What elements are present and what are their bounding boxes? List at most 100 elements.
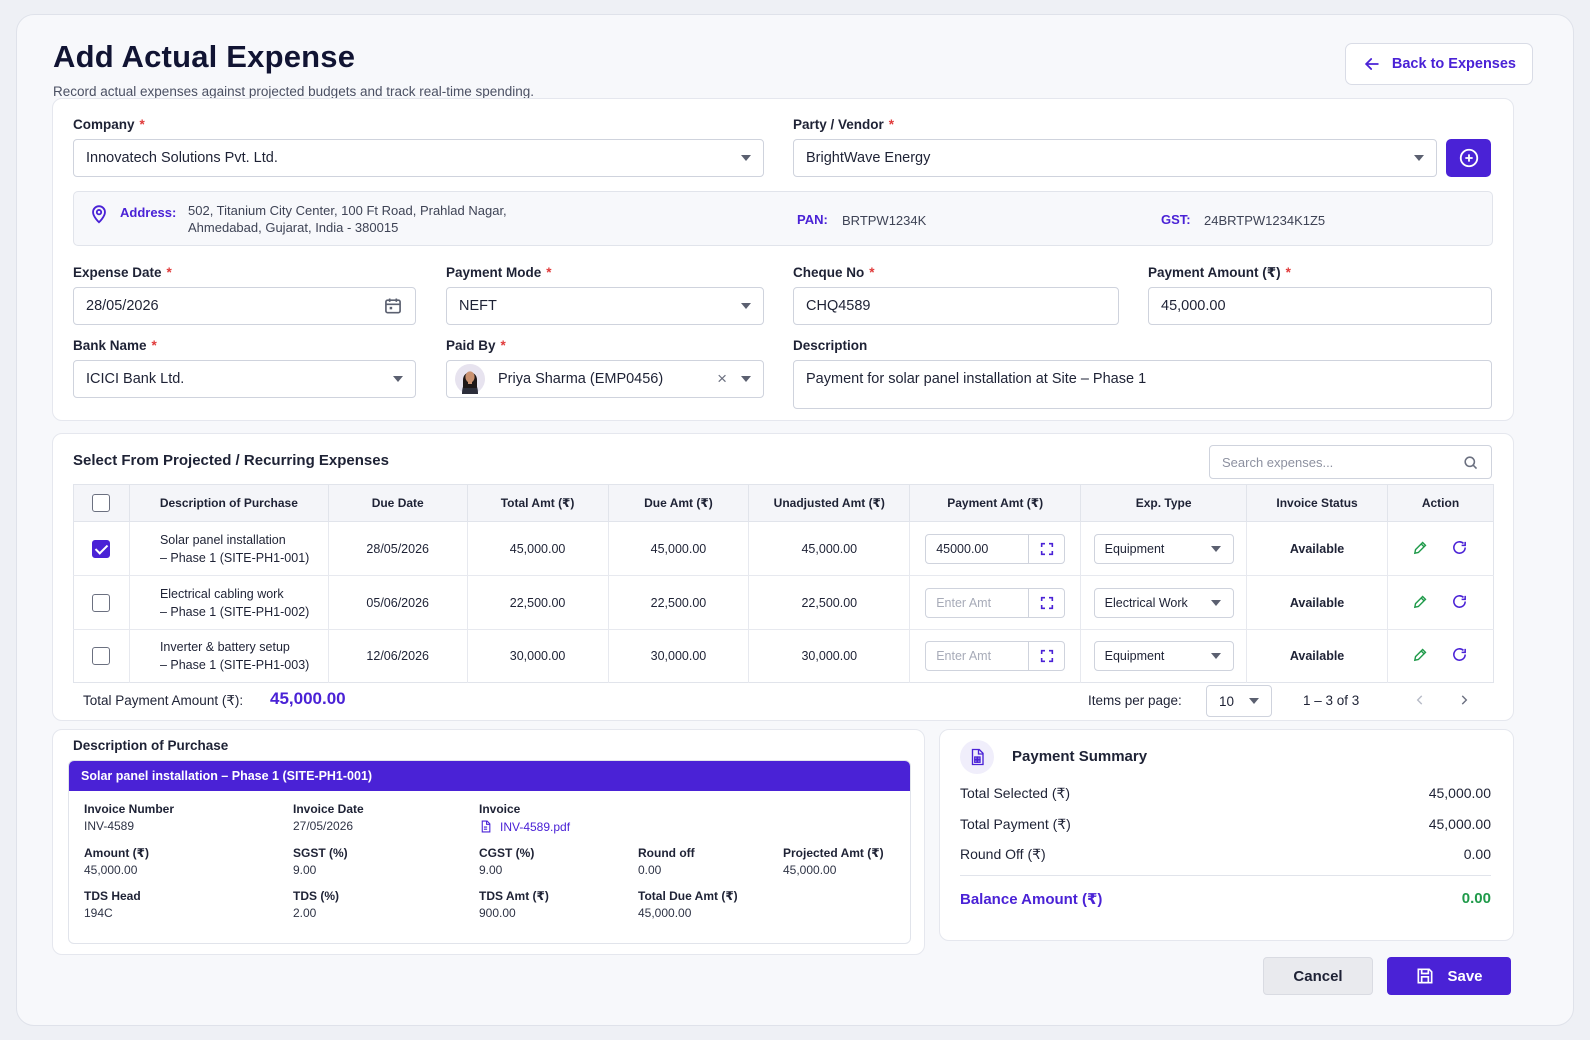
paid-by-select[interactable]: Priya Sharma (EMP0456) × [446, 360, 764, 398]
row-unadjusted: 30,000.00 [748, 629, 911, 683]
clear-icon[interactable]: × [717, 369, 727, 388]
expand-icon[interactable] [1028, 588, 1064, 617]
exp-type-value: Electrical Work [1104, 595, 1188, 610]
payment-amt-input[interactable]: Enter Amt [925, 587, 1066, 618]
purchase-detail-card: Description of Purchase Solar panel inst… [52, 729, 925, 955]
expense-date-input[interactable]: 28/05/2026 [73, 287, 416, 325]
expand-icon[interactable] [1028, 642, 1064, 670]
description-input[interactable]: Payment for solar panel installation at … [793, 360, 1492, 409]
cheque-no-input[interactable]: CHQ4589 [793, 287, 1119, 325]
invoice-status: Available [1246, 629, 1388, 683]
invoice-detail-panel: Solar panel installation – Phase 1 (SITE… [68, 760, 911, 944]
save-icon [1417, 968, 1433, 984]
payment-amount-value: 45,000.00 [1161, 298, 1226, 314]
pagination-range: 1 – 3 of 3 [1303, 693, 1360, 708]
expand-icon[interactable] [1028, 534, 1064, 563]
row-total: 30,000.00 [467, 629, 609, 683]
table-header-row: Description of Purchase Due Date Total A… [73, 484, 1494, 522]
row-due: 30,000.00 [608, 629, 750, 683]
payment-amount-label: Payment Amount (₹) * [1148, 265, 1291, 280]
gst-label: GST: [1161, 212, 1191, 227]
exp-type-select[interactable]: Electrical Work [1093, 587, 1234, 618]
chevron-down-icon [741, 303, 751, 309]
round-off-row: Round Off (₹) 0.00 [960, 846, 1491, 862]
row-description: Inverter & battery setup – Phase 1 (SITE-… [129, 629, 329, 683]
total-payment-row: Total Payment (₹) 45,000.00 [960, 816, 1491, 832]
payment-amt-placeholder: Enter Amt [936, 595, 992, 610]
column-header: Description of Purchase [129, 484, 329, 522]
summary-title: Payment Summary [1012, 748, 1148, 765]
tds-amt: TDS Amt (₹) 900.00 [479, 889, 549, 920]
calendar-icon[interactable] [383, 296, 403, 316]
save-button[interactable]: Save [1387, 957, 1511, 995]
column-header: Exp. Type [1080, 484, 1248, 522]
paid-by-value: Priya Sharma (EMP0456) [498, 371, 664, 387]
row-checkbox[interactable] [92, 647, 111, 665]
exp-type-value: Equipment [1104, 541, 1165, 556]
refresh-icon[interactable] [1451, 539, 1468, 556]
chevron-down-icon [741, 155, 751, 161]
bank-name-value: ICICI Bank Ltd. [86, 371, 185, 387]
edit-icon[interactable] [1412, 593, 1429, 610]
company-select[interactable]: Innovatech Solutions Pvt. Ltd. [73, 139, 764, 177]
location-pin-icon [92, 205, 106, 224]
chevron-left-icon[interactable] [1413, 692, 1427, 708]
row-checkbox[interactable] [92, 539, 111, 558]
expense-date-value: 28/05/2026 [86, 298, 159, 314]
row-checkbox[interactable] [92, 593, 111, 612]
exp-type-select[interactable]: Equipment [1093, 533, 1234, 564]
select-all-checkbox[interactable] [92, 494, 111, 512]
refresh-icon[interactable] [1451, 646, 1468, 663]
vendor-label: Party / Vendor * [793, 117, 895, 132]
cancel-button[interactable]: Cancel [1263, 957, 1373, 995]
page-subtitle: Record actual expenses against projected… [53, 84, 535, 99]
payment-amount-input[interactable]: 45,000.00 [1148, 287, 1492, 325]
bank-name-label: Bank Name * [73, 338, 157, 353]
total-due-amt: Total Due Amt (₹) 45,000.00 [638, 889, 738, 920]
search-input[interactable]: Search expenses... [1209, 445, 1492, 479]
row-total: 22,500.00 [467, 575, 609, 630]
arrow-left-icon [1365, 58, 1379, 70]
bank-name-select[interactable]: ICICI Bank Ltd. [73, 360, 416, 398]
paid-by-label: Paid By * [446, 338, 506, 353]
column-header: Payment Amt (₹) [909, 484, 1082, 522]
address-label: Address: [120, 205, 177, 220]
table-row: Solar panel installation – Phase 1 (SITE-… [73, 521, 1494, 576]
edit-icon[interactable] [1412, 646, 1429, 663]
back-to-expenses-button[interactable]: Back to Expenses [1344, 43, 1533, 85]
row-total: 45,000.00 [467, 521, 609, 576]
column-header: Invoice Status [1246, 484, 1388, 522]
back-label: Back to Expenses [1391, 56, 1516, 72]
vendor-value: BrightWave Energy [806, 150, 931, 166]
save-label: Save [1447, 967, 1483, 985]
payment-amt-input[interactable]: Enter Amt [925, 641, 1066, 671]
expense-form-card: Company * Innovatech Solutions Pvt. Ltd. … [52, 98, 1514, 421]
edit-icon[interactable] [1412, 539, 1429, 556]
total-payment-label: Total Payment Amount (₹): [83, 693, 244, 708]
total-selected-row: Total Selected (₹) 45,000.00 [960, 785, 1491, 801]
exp-type-select[interactable]: Equipment [1093, 641, 1234, 671]
refresh-icon[interactable] [1451, 593, 1468, 610]
invoice-pdf-link[interactable]: INV-4589.pdf [479, 819, 570, 834]
company-value: Innovatech Solutions Pvt. Ltd. [86, 150, 278, 166]
items-per-page-select[interactable]: 10 [1206, 685, 1272, 717]
address-value: 502, Titanium City Center, 100 Ft Road, … [188, 203, 507, 235]
column-header: Unadjusted Amt (₹) [748, 484, 911, 522]
row-due: 22,500.00 [608, 575, 750, 630]
expenses-card: Select From Projected / Recurring Expens… [52, 433, 1514, 721]
chevron-right-icon[interactable] [1457, 692, 1471, 708]
row-due-date: 12/06/2026 [328, 629, 468, 683]
balance-row: Balance Amount (₹) 0.00 [960, 890, 1491, 908]
exp-type-value: Equipment [1104, 649, 1165, 663]
vendor-select[interactable]: BrightWave Energy [793, 139, 1437, 177]
payment-mode-select[interactable]: NEFT [446, 287, 764, 325]
column-header: Total Amt (₹) [467, 484, 609, 522]
chevron-down-icon [1210, 653, 1221, 659]
payment-mode-label: Payment Mode * [446, 265, 552, 280]
payment-amt-input[interactable]: 45000.00 [925, 533, 1066, 564]
plus-circle-icon [1459, 148, 1478, 168]
add-vendor-button[interactable] [1446, 139, 1491, 177]
pan-value: BRTPW1234K [842, 213, 927, 228]
description-label: Description [793, 338, 868, 353]
search-icon[interactable] [1462, 454, 1479, 471]
